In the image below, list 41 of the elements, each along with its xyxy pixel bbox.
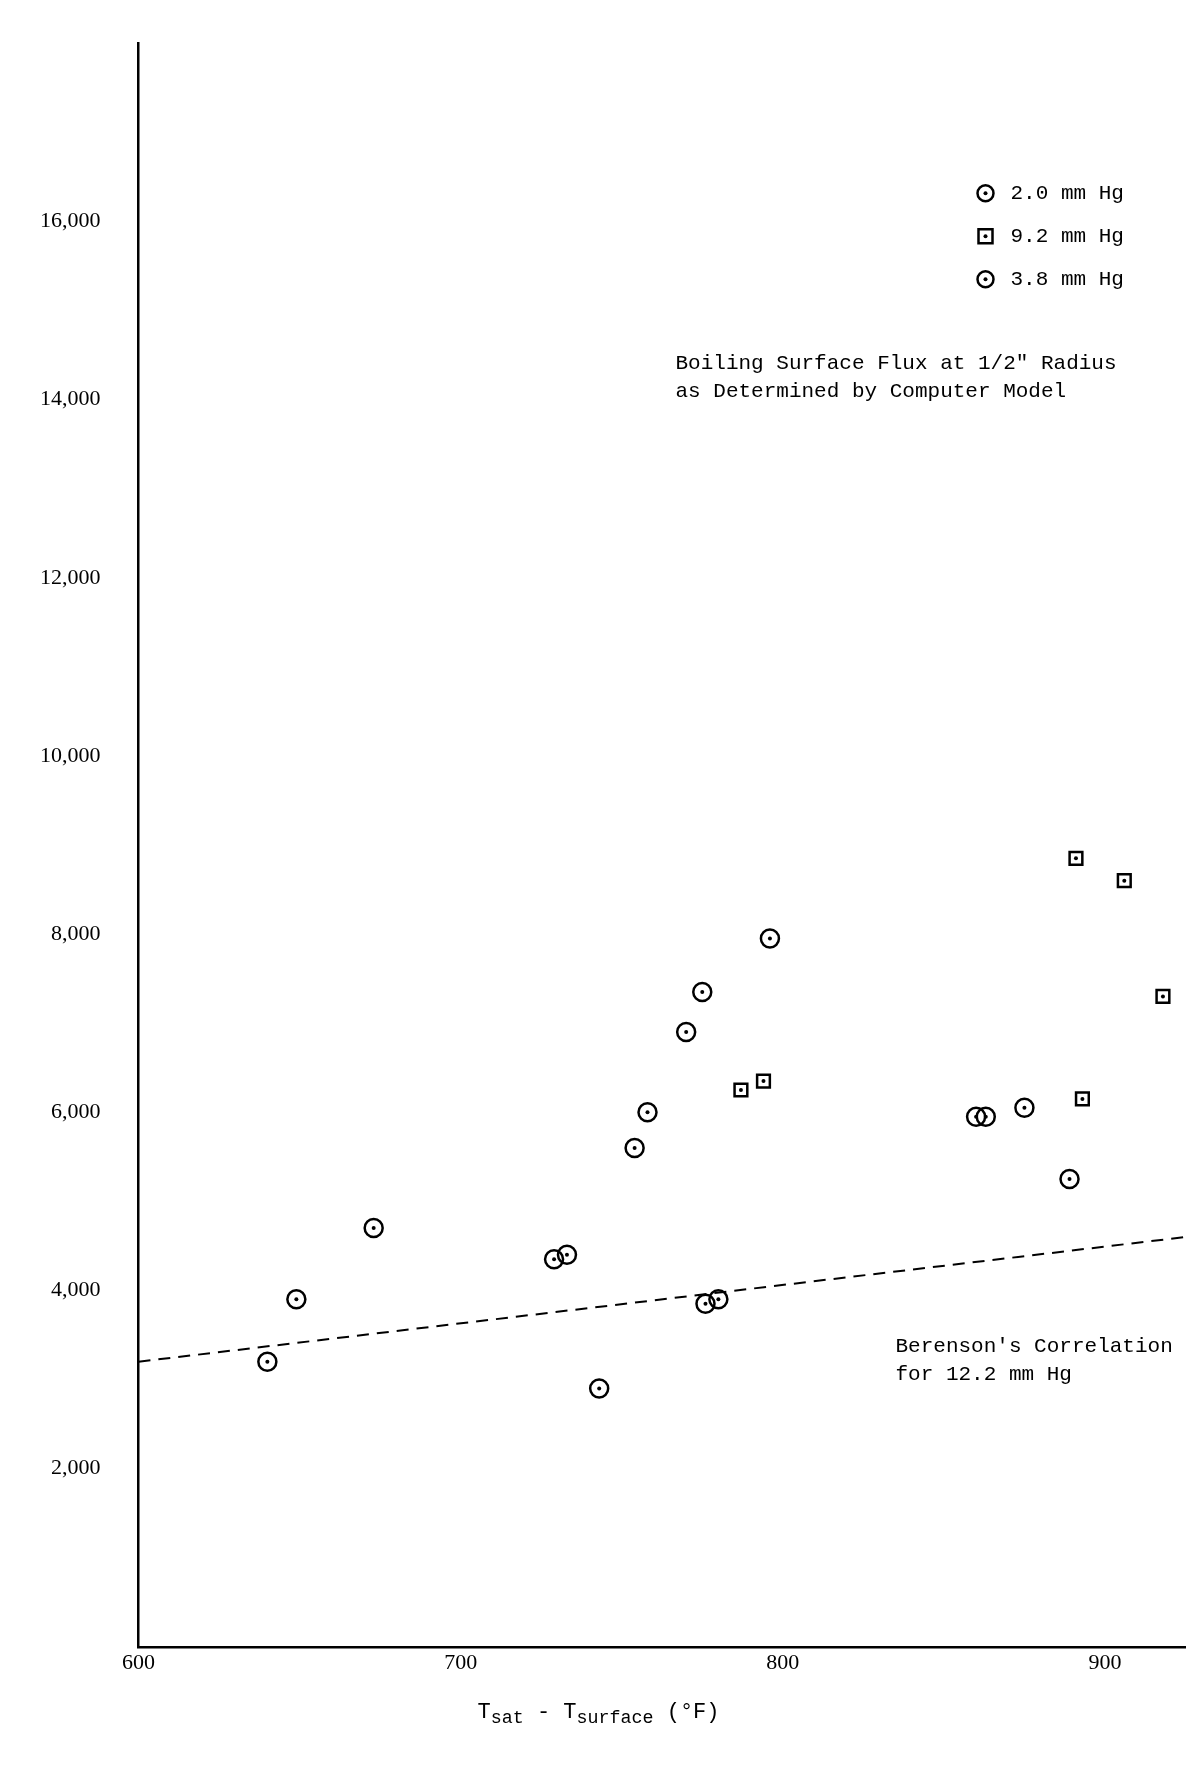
point	[1116, 873, 1132, 889]
y-tick-label: 14,000	[40, 385, 101, 411]
annotation: Boiling Surface Flux at 1/2" Radius as Determined by Computer Model	[675, 351, 1117, 403]
x-tick-label: 900	[1088, 1648, 1122, 1674]
point	[755, 1073, 772, 1089]
x-tick-label: 600	[122, 1648, 155, 1674]
point	[637, 1102, 658, 1123]
point	[1014, 1097, 1035, 1119]
point	[624, 1137, 645, 1159]
legend-label: 9.2 mm Hg	[1010, 224, 1124, 248]
point	[692, 981, 713, 1003]
y-tick-label: 2,000	[51, 1454, 101, 1480]
point	[363, 1217, 384, 1239]
y-tick-label: 6,000	[51, 1098, 101, 1124]
point	[695, 1293, 716, 1315]
y-tick-label: 12,000	[40, 563, 101, 589]
point	[975, 1106, 997, 1127]
point	[1068, 850, 1084, 866]
point	[286, 1289, 307, 1310]
legend-label: 3.8 mm Hg	[1010, 267, 1124, 291]
x-tick-label: 800	[766, 1648, 800, 1674]
point	[1059, 1168, 1080, 1190]
y-tick-label: 4,000	[51, 1276, 101, 1302]
legend-label: 2.0 mm Hg	[1010, 181, 1124, 205]
point	[708, 1289, 729, 1310]
y-tick-label: 10,000	[40, 741, 101, 767]
point	[1155, 988, 1171, 1005]
point	[257, 1351, 278, 1372]
point	[588, 1378, 610, 1399]
x-axis-title: T$_{sat}$ - T$_{surface}$ (°F)	[476, 1700, 721, 1730]
point	[675, 1021, 697, 1043]
y-tick-label: 16,000	[40, 207, 101, 233]
point	[543, 1249, 565, 1270]
annotation: Berenson's Correlation for 12.2 mm Hg	[895, 1335, 1173, 1387]
point	[733, 1082, 749, 1098]
point	[1074, 1091, 1091, 1107]
point	[965, 1106, 987, 1127]
y-tick-label: 8,000	[51, 919, 101, 945]
x-tick-label: 700	[444, 1648, 478, 1674]
point	[759, 928, 781, 949]
point	[556, 1244, 578, 1266]
